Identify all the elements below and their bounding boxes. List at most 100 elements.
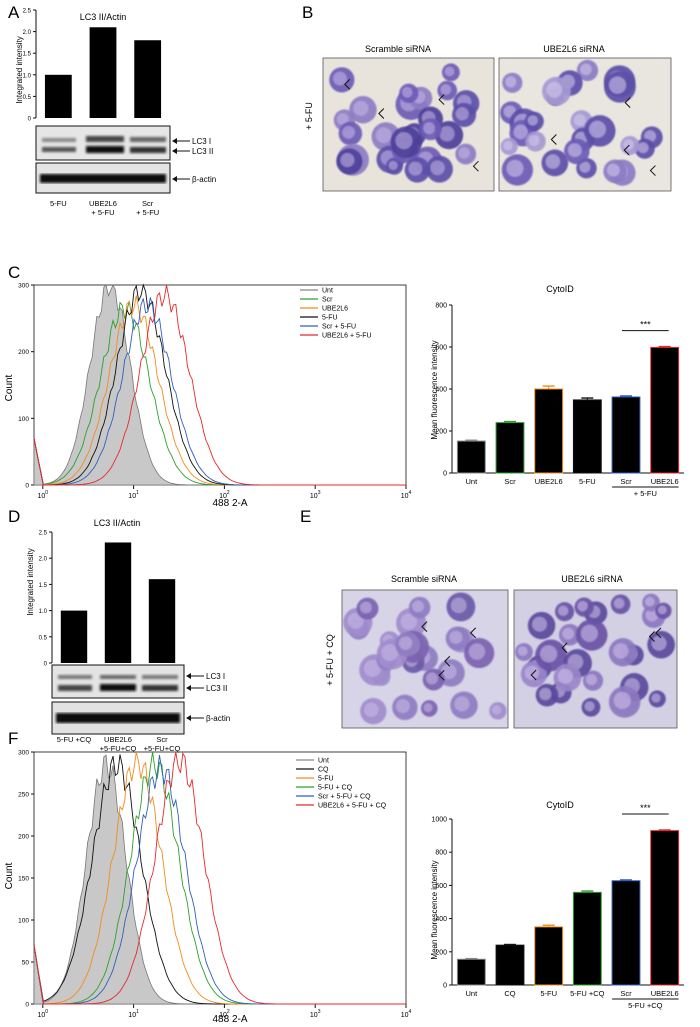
flowC-ylabel: Count <box>4 374 15 401</box>
lane-label-0-0: 5-FU <box>50 199 67 208</box>
blotD-actin-band <box>56 713 180 723</box>
ytick-label-4: 800 <box>435 303 447 310</box>
arrowhead-marker <box>378 108 385 119</box>
cell-nucleus <box>395 699 410 714</box>
cell-nucleus <box>567 143 582 158</box>
ytick-label-0: 0 <box>44 662 48 668</box>
bar-4 <box>611 880 641 986</box>
xtick-label-3: 103 <box>310 490 321 500</box>
ytick-label-0: 0 <box>25 1002 29 1009</box>
cell-nucleus <box>584 701 595 712</box>
lane-label-1-0: UBE2L6 <box>104 735 132 744</box>
ytick-label-2: 1.0 <box>23 73 32 79</box>
blotA-ylabel: Integrated intensity <box>15 36 24 104</box>
cell-nucleus <box>353 100 369 116</box>
flowF-xlabel: 488 2-A <box>212 1014 247 1025</box>
blotD-band-lc3ii-3 <box>142 685 178 691</box>
panel-B: Scramble siRNA UBE2L6 siRNA + 5-FU <box>304 44 672 192</box>
ytick-label-1: 200 <box>435 429 447 436</box>
panel-C-bar: CytoID Mean fluorescence intensity 0 200 4… <box>430 284 684 498</box>
blotA-band-lc3ii-2 <box>86 146 124 153</box>
ytick-label-1: 0.5 <box>39 635 48 641</box>
xtick-label-4: 104 <box>401 1009 412 1019</box>
blotD-arrowhead-lc3i <box>186 673 191 679</box>
xtick-label-3: 5-FU <box>579 477 596 486</box>
cell-nucleus <box>613 597 625 609</box>
flowF-ylabel: Count <box>4 862 15 889</box>
bar-1 <box>104 542 132 663</box>
micE-side-label: + 5-FU + CQ <box>325 634 335 686</box>
blotA-label-actin: β-actin <box>192 175 216 184</box>
ytick-label-2: 1.0 <box>39 609 48 615</box>
blotA-title: LC3 II/Actin <box>80 12 127 22</box>
bar-1 <box>495 944 525 986</box>
micE-right-cells <box>515 593 675 718</box>
cell-nucleus <box>402 87 413 98</box>
cell-nucleus <box>517 646 528 657</box>
cell-nucleus <box>637 142 649 154</box>
cell-nucleus <box>441 663 457 680</box>
blotA-band-lc3ii-3 <box>130 147 166 153</box>
cell-nucleus <box>332 71 347 86</box>
cell-nucleus <box>612 643 629 659</box>
bar-4 <box>611 396 641 474</box>
xtick-label-0: Unt <box>465 989 478 998</box>
panel-F-flow: Count 488 2-A 0 50 100 150 200 250 300 100 101 10… <box>4 750 412 1026</box>
cell-nucleus <box>449 630 463 644</box>
micB-left-label: Scramble siRNA <box>365 44 431 54</box>
ytick-label-3: 600 <box>435 345 447 352</box>
panel-letter-E: E <box>300 507 311 526</box>
legend-label-5: UBE2L6 + 5-FU + CQ <box>318 803 387 810</box>
ytick-label-4: 200 <box>18 834 29 841</box>
cell-nucleus <box>412 600 424 613</box>
ytick-label-1: 200 <box>435 949 447 956</box>
legend-label-2: 5-FU <box>318 776 334 783</box>
ytick-label-2: 400 <box>435 387 447 394</box>
blotA-band-lc3i-2 <box>86 136 124 142</box>
xtick-label-1: 101 <box>128 1009 139 1019</box>
xtick-label-4: 104 <box>401 490 412 500</box>
bar-0 <box>456 958 486 986</box>
cell-nucleus <box>400 613 418 630</box>
panel-F-bar: CytoID Mean fluorescence intensity 0 200 4… <box>430 800 684 1010</box>
cell-nucleus <box>425 672 438 685</box>
arrowhead-marker <box>550 134 557 145</box>
ytick-label-3: 600 <box>435 883 447 890</box>
xtick-label-2: 102 <box>219 490 230 500</box>
cell-nucleus <box>398 636 413 650</box>
micB-side-label: + 5-FU <box>304 102 314 130</box>
cell-nucleus <box>381 644 399 662</box>
ytick-label-6: 300 <box>18 750 29 757</box>
lane-label-2-0: Scr <box>142 199 154 208</box>
group-label: + 5-FU <box>634 489 657 498</box>
ytick-label-5: 2.5 <box>39 531 48 537</box>
blotA-lc3-blot <box>35 125 171 161</box>
legend-label-4: Scr + 5-FU <box>322 324 356 331</box>
flowC-xlabel: 488 2-A <box>212 498 247 509</box>
xtick-label-5: UBE2L6 <box>651 477 679 486</box>
bar-2 <box>534 388 564 474</box>
cell-nucleus <box>613 691 631 710</box>
xtick-label-3: 103 <box>310 1009 321 1019</box>
bar-3 <box>572 399 602 474</box>
lane-label-1-1: +5-FU+CQ <box>100 744 137 753</box>
cell-nucleus <box>455 107 469 121</box>
lane-label-2-1: +5-FU+CQ <box>144 744 181 753</box>
barF-plot: 0 200 400 600 800 1000 Unt CQ 5-FU 5-FU +CQ Scr UBE… <box>431 803 684 1010</box>
blotA-band-lc3ii-1 <box>42 147 76 152</box>
xtick-label-1: 101 <box>128 490 139 500</box>
legend-label-4: Scr + 5-FU + CQ <box>318 794 371 801</box>
ytick-label-2: 100 <box>18 918 29 925</box>
cell-nucleus <box>359 601 372 614</box>
xtick-label-3: 5-FU +CQ <box>570 989 605 998</box>
panel-letter-F: F <box>8 729 18 748</box>
blotA-y-axis: 0 0.5 1.0 1.5 2.0 2.5 <box>23 9 37 123</box>
cell-nucleus <box>491 705 502 715</box>
ytick-label-5: 1000 <box>431 817 447 824</box>
cell-nucleus <box>606 163 620 177</box>
xtick-label-1: Scr <box>504 477 516 486</box>
blotD-band-lc3ii-2 <box>100 684 136 691</box>
micB-right-label: UBE2L6 siRNA <box>543 44 605 54</box>
blotD-band-lc3i-3 <box>142 675 178 679</box>
